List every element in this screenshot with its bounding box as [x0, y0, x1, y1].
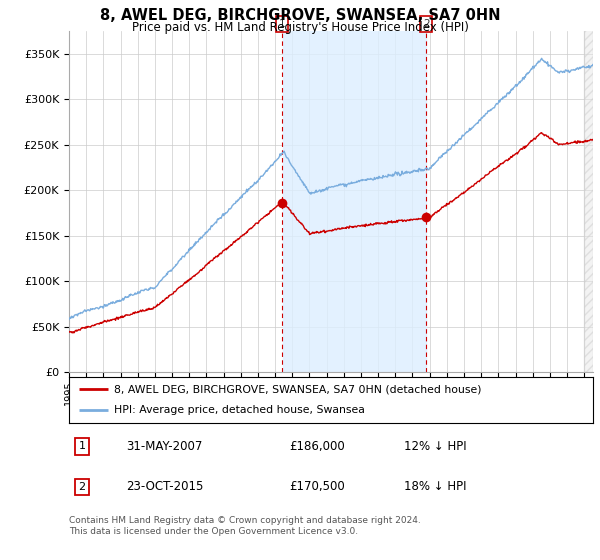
Text: 12% ↓ HPI: 12% ↓ HPI [404, 440, 467, 453]
Text: 18% ↓ HPI: 18% ↓ HPI [404, 480, 467, 493]
Text: 23-OCT-2015: 23-OCT-2015 [127, 480, 204, 493]
Text: 1: 1 [279, 19, 286, 29]
Text: Contains HM Land Registry data © Crown copyright and database right 2024.
This d: Contains HM Land Registry data © Crown c… [69, 516, 421, 536]
Text: £170,500: £170,500 [289, 480, 345, 493]
Text: 8, AWEL DEG, BIRCHGROVE, SWANSEA, SA7 0HN: 8, AWEL DEG, BIRCHGROVE, SWANSEA, SA7 0H… [100, 8, 500, 24]
Text: HPI: Average price, detached house, Swansea: HPI: Average price, detached house, Swan… [113, 405, 364, 416]
Text: 1: 1 [79, 441, 86, 451]
Text: £186,000: £186,000 [289, 440, 345, 453]
Text: 2: 2 [79, 482, 86, 492]
Text: 8, AWEL DEG, BIRCHGROVE, SWANSEA, SA7 0HN (detached house): 8, AWEL DEG, BIRCHGROVE, SWANSEA, SA7 0H… [113, 384, 481, 394]
Text: 2: 2 [423, 19, 430, 29]
Text: 31-MAY-2007: 31-MAY-2007 [127, 440, 203, 453]
Text: Price paid vs. HM Land Registry's House Price Index (HPI): Price paid vs. HM Land Registry's House … [131, 21, 469, 34]
